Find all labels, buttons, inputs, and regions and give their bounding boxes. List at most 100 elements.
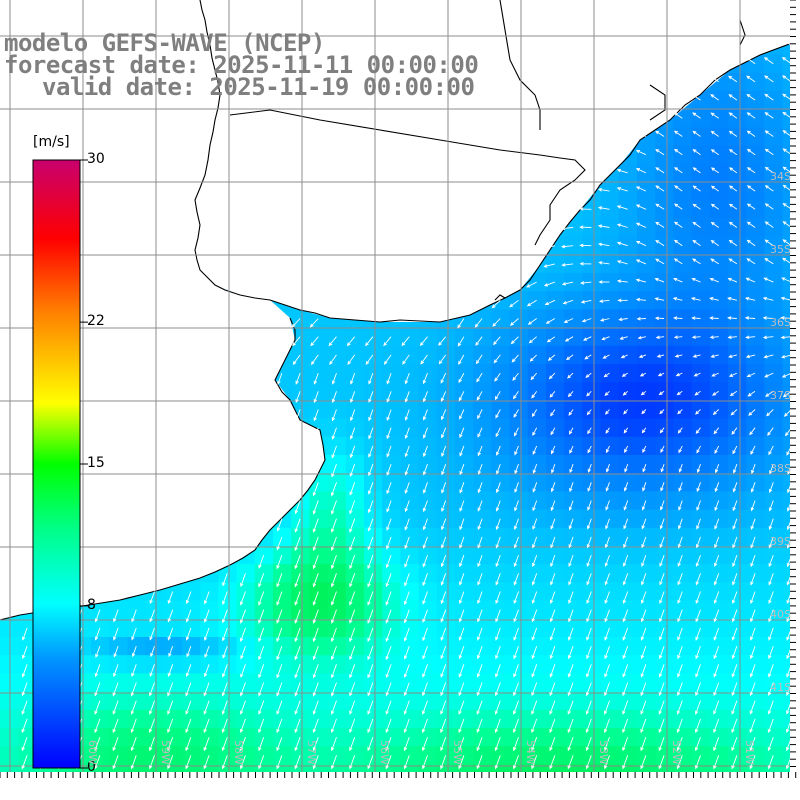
wind-arrow	[294, 609, 301, 624]
wind-arrow-head	[550, 431, 554, 436]
wind-arrow	[420, 336, 428, 346]
wind-arrow	[422, 645, 428, 659]
speed-cell	[746, 327, 765, 347]
wind-arrow-head	[532, 544, 536, 549]
wind-arrow-head	[459, 562, 463, 568]
wind-arrow-head	[531, 710, 535, 715]
wind-arrow	[696, 500, 701, 511]
wind-arrow-head	[239, 619, 244, 624]
speed-cell	[145, 691, 165, 711]
speed-cell	[382, 673, 401, 693]
speed-cell	[527, 382, 547, 401]
wind-arrow-head	[149, 618, 153, 623]
wind-arrow-head	[605, 410, 609, 415]
speed-cell	[673, 564, 693, 583]
wind-arrow-head	[657, 372, 662, 377]
speed-cell	[764, 746, 784, 765]
wind-arrow-head	[492, 322, 497, 327]
wind-arrow	[509, 299, 519, 308]
speed-cell	[746, 655, 765, 674]
wind-arrow-head	[543, 264, 548, 268]
wind-arrow	[768, 573, 774, 585]
speed-cell	[236, 728, 256, 747]
speed-cell	[145, 709, 165, 729]
speed-cell	[618, 254, 638, 274]
wind-arrow	[495, 536, 501, 548]
speed-cell	[764, 72, 784, 92]
wind-arrow	[642, 463, 647, 472]
speed-cell	[746, 436, 765, 456]
wind-arrow-head	[112, 710, 116, 715]
speed-cell	[600, 564, 620, 583]
speed-cell	[345, 746, 365, 765]
wind-arrow-head	[710, 354, 715, 358]
wind-arrow-head	[622, 636, 626, 641]
wind-arrow	[512, 372, 519, 381]
speed-cell	[691, 582, 711, 602]
speed-cell	[673, 637, 693, 656]
wind-arrow-head	[656, 354, 661, 358]
wind-arrow-head	[781, 38, 786, 43]
wind-arrow-head	[385, 656, 389, 661]
wind-arrow	[458, 372, 465, 383]
wind-arrow-head	[331, 435, 336, 440]
speed-cell	[418, 527, 438, 547]
wind-arrow-head	[131, 618, 135, 623]
wind-arrow	[112, 700, 119, 715]
wind-arrow	[476, 682, 483, 696]
wind-arrow-head	[458, 618, 463, 623]
wind-arrow	[331, 736, 337, 751]
wind-arrow-head	[440, 747, 444, 752]
speed-cell	[746, 364, 765, 383]
wind-arrow	[422, 755, 428, 769]
speed-cell	[527, 600, 547, 620]
wind-arrow-head	[185, 728, 189, 734]
wind-arrow	[568, 409, 574, 416]
longitude-label: 60W	[86, 740, 99, 765]
wind-arrow	[495, 591, 501, 604]
wind-arrow-head	[440, 728, 444, 734]
wind-arrow	[350, 372, 356, 384]
wind-arrow-head	[258, 656, 262, 661]
wind-arrow-head	[21, 728, 25, 734]
wind-arrow-head	[440, 636, 444, 641]
wind-arrow-head	[440, 710, 444, 715]
speed-cell	[400, 618, 420, 638]
wind-arrow-head	[349, 601, 353, 606]
speed-cell	[0, 655, 19, 674]
wind-arrow	[746, 258, 756, 265]
wind-arrow-head	[148, 747, 153, 752]
wind-arrow	[240, 609, 246, 624]
speed-cell	[764, 145, 784, 165]
speed-cell	[655, 491, 674, 511]
wind-arrow	[113, 645, 119, 657]
wind-arrow	[495, 409, 501, 418]
speed-cell	[382, 364, 401, 383]
wind-arrow	[636, 279, 647, 283]
wind-arrow	[458, 755, 465, 769]
speed-cell	[273, 637, 292, 656]
wind-arrow-head	[676, 391, 681, 396]
speed-cell	[273, 564, 292, 583]
wind-arrow	[693, 167, 701, 174]
speed-cell	[709, 145, 729, 165]
speed-cell	[418, 600, 438, 620]
wind-arrow	[384, 354, 392, 365]
speed-cell	[364, 364, 383, 383]
wind-arrow-head	[658, 655, 663, 660]
wind-arrow	[732, 518, 738, 530]
wind-arrow-head	[531, 728, 535, 734]
wind-arrow-head	[605, 429, 610, 434]
wind-arrow	[729, 131, 738, 137]
wind-arrow-head	[731, 655, 736, 660]
wind-arrow	[641, 573, 647, 585]
wind-arrow	[240, 645, 246, 659]
wind-arrow-head	[349, 656, 353, 661]
wind-arrow	[440, 664, 447, 677]
wind-arrow	[781, 336, 792, 339]
wind-arrow-head	[368, 472, 372, 477]
wind-arrow	[565, 336, 574, 342]
speed-cell	[309, 746, 329, 765]
wind-arrow-head	[696, 506, 700, 511]
wind-arrow-head	[531, 562, 536, 568]
